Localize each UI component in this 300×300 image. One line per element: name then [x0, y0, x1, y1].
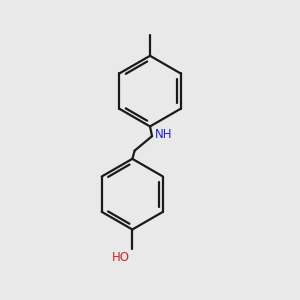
Text: NH: NH [154, 128, 172, 141]
Text: HO: HO [112, 251, 130, 264]
